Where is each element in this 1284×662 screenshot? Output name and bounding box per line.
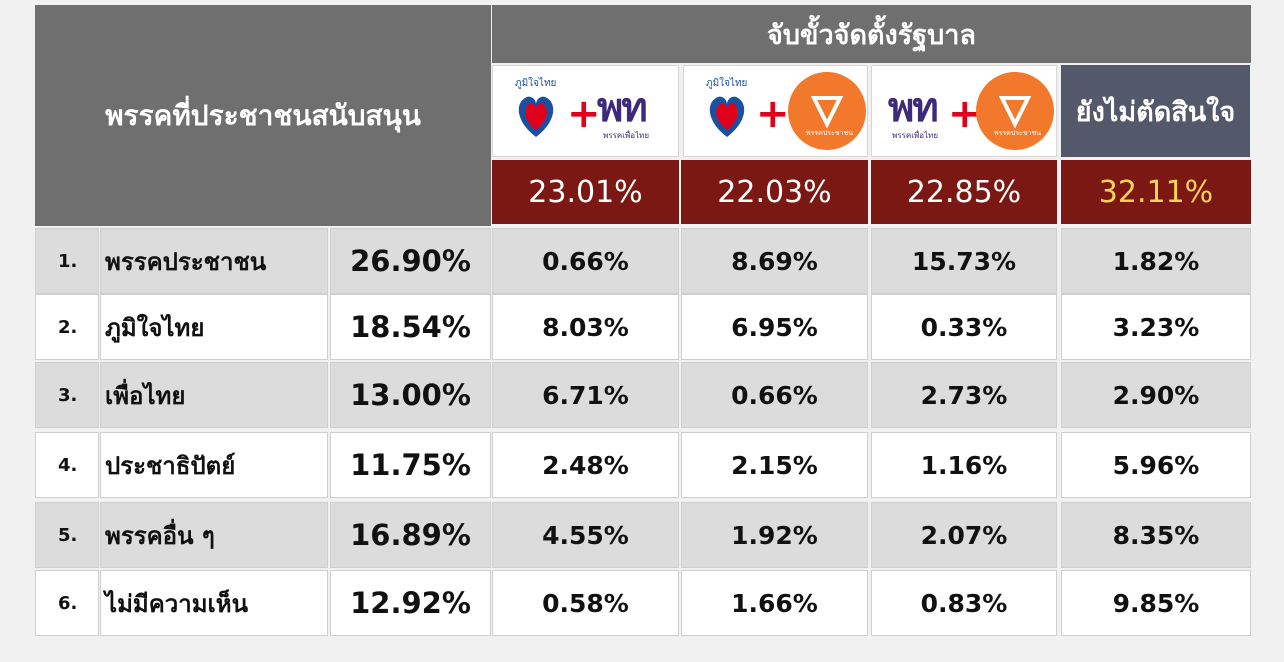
party-name: ประชาธิปัตย์ bbox=[100, 432, 328, 498]
row-number: 5. bbox=[35, 502, 99, 568]
value-cell: 6.71% bbox=[492, 362, 679, 428]
value-cell: 5.96% bbox=[1061, 432, 1251, 498]
people-party-logo-icon bbox=[976, 72, 1054, 150]
undecided-header: ยังไม่ตัดสินใจ bbox=[1061, 65, 1250, 157]
value-cell: 0.83% bbox=[871, 570, 1057, 636]
plus-icon: + bbox=[567, 91, 601, 137]
row-number: 4. bbox=[35, 432, 99, 498]
support-percent: 16.89% bbox=[330, 502, 491, 568]
party-name: เพื่อไทย bbox=[100, 362, 328, 428]
row-header-title: พรรคที่ประชาชนสนับสนุน bbox=[35, 5, 491, 226]
party-name: ไม่มีความเห็น bbox=[100, 570, 328, 636]
logo-label-pp: พรรคประชาชน bbox=[806, 129, 853, 137]
value-cell: 1.92% bbox=[681, 502, 868, 568]
support-percent: 12.92% bbox=[330, 570, 491, 636]
support-percent: 11.75% bbox=[330, 432, 491, 498]
value-cell: 2.90% bbox=[1061, 362, 1251, 428]
row-number: 3. bbox=[35, 362, 99, 428]
bhumjaithai-logo-icon bbox=[518, 96, 554, 137]
logo-label-bjt: ภูมิใจไทย bbox=[515, 78, 557, 89]
value-cell: 8.35% bbox=[1061, 502, 1251, 568]
value-cell: 6.95% bbox=[681, 294, 868, 360]
value-cell: 1.16% bbox=[871, 432, 1057, 498]
support-percent: 18.54% bbox=[330, 294, 491, 360]
row-number: 1. bbox=[35, 228, 99, 294]
party-name: พรรคประชาชน bbox=[100, 228, 328, 294]
logo-label-pt-full: พรรคเพื่อไทย bbox=[892, 131, 939, 140]
plus-icon: + bbox=[756, 91, 790, 137]
bhumjaithai-logo-icon bbox=[709, 96, 745, 137]
total-col-4: 32.11% bbox=[1061, 160, 1251, 224]
value-cell: 1.82% bbox=[1061, 228, 1251, 294]
value-cell: 9.85% bbox=[1061, 570, 1251, 636]
value-cell: 0.66% bbox=[681, 362, 868, 428]
logo-bjt-pp: ภูมิใจไทย + พรรคประชาชน bbox=[683, 65, 868, 157]
value-cell: 2.48% bbox=[492, 432, 679, 498]
value-cell: 15.73% bbox=[871, 228, 1057, 294]
total-col-2: 22.03% bbox=[681, 160, 868, 224]
value-cell: 2.07% bbox=[871, 502, 1057, 568]
row-number: 6. bbox=[35, 570, 99, 636]
value-cell: 3.23% bbox=[1061, 294, 1251, 360]
value-cell: 8.69% bbox=[681, 228, 868, 294]
logo-label-pt: พท bbox=[597, 85, 648, 131]
value-cell: 0.66% bbox=[492, 228, 679, 294]
people-party-logo-icon bbox=[788, 72, 866, 150]
total-col-3: 22.85% bbox=[871, 160, 1057, 224]
logo-label-pp: พรรคประชาชน bbox=[994, 129, 1041, 137]
row-number: 2. bbox=[35, 294, 99, 360]
logo-label-pt-full: พรรคเพื่อไทย bbox=[603, 131, 650, 140]
logo-label-bjt: ภูมิใจไทย bbox=[706, 78, 748, 89]
table-title: จับขั้วจัดตั้งรัฐบาล bbox=[492, 5, 1251, 63]
value-cell: 4.55% bbox=[492, 502, 679, 568]
support-percent: 13.00% bbox=[330, 362, 491, 428]
plus-icon: + bbox=[948, 91, 982, 137]
total-col-1: 23.01% bbox=[492, 160, 679, 224]
value-cell: 8.03% bbox=[492, 294, 679, 360]
logo-bjt-pt: ภูมิใจไทย + พท พรรคเพื่อไทย bbox=[492, 65, 679, 157]
value-cell: 1.66% bbox=[681, 570, 868, 636]
value-cell: 2.73% bbox=[871, 362, 1057, 428]
logo-label-pt: พท bbox=[888, 85, 939, 131]
value-cell: 2.15% bbox=[681, 432, 868, 498]
support-percent: 26.90% bbox=[330, 228, 491, 294]
party-name: ภูมิใจไทย bbox=[100, 294, 328, 360]
value-cell: 0.33% bbox=[871, 294, 1057, 360]
logo-pt-pp: พท พรรคเพื่อไทย + พรรคประชาชน bbox=[871, 65, 1057, 157]
party-name: พรรคอื่น ๆ bbox=[100, 502, 328, 568]
value-cell: 0.58% bbox=[492, 570, 679, 636]
